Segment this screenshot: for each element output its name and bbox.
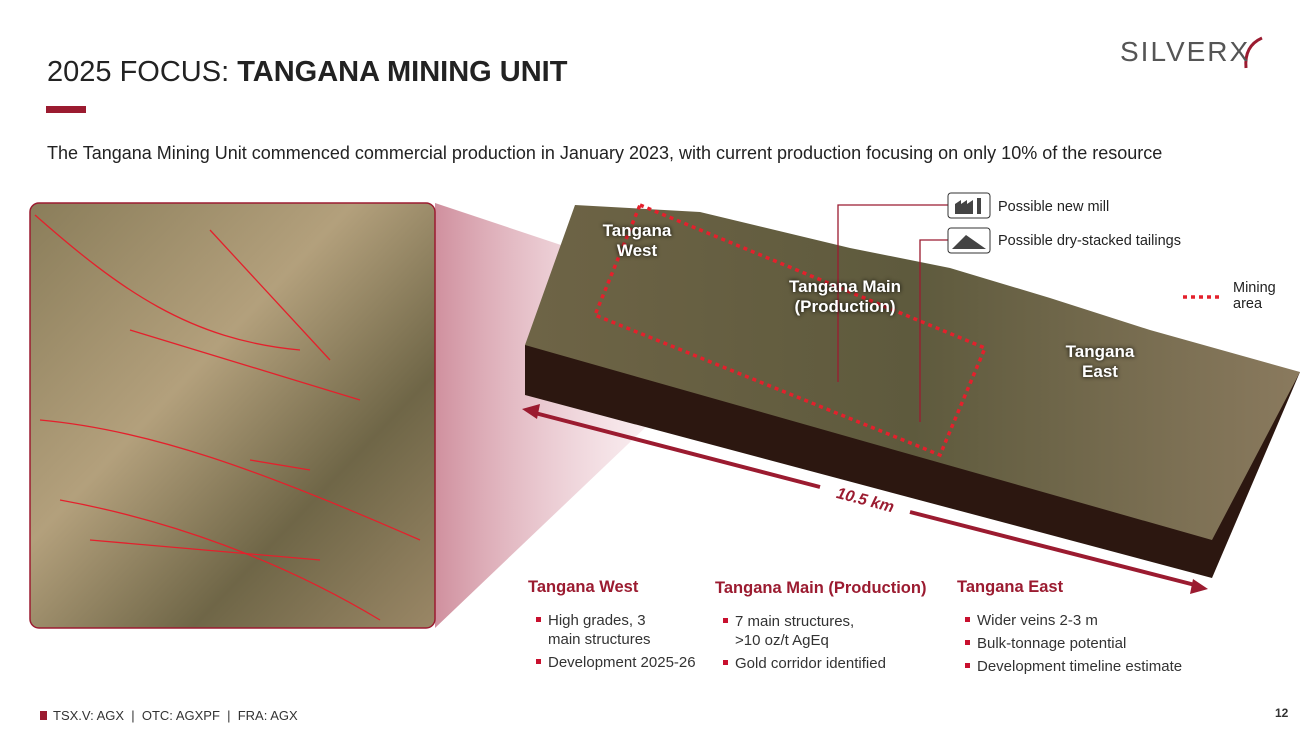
accent-bar <box>46 106 86 113</box>
map-label: Tangana Main (Production) <box>788 277 902 316</box>
mill-glyph <box>955 198 981 214</box>
section-title: Tangana West <box>528 578 639 596</box>
satellite-image <box>29 202 436 629</box>
arrow-head <box>1190 579 1208 594</box>
page-number: 12 <box>1275 706 1289 720</box>
section: Tangana West High grades, 3 main structu… <box>528 578 713 676</box>
bullet: Gold corridor identified <box>715 654 955 673</box>
bullet: Development timeline estimate <box>957 657 1217 676</box>
map-label: Tangana West <box>602 221 672 260</box>
title: 2025 FOCUS: TANGANA MINING UNIT <box>47 56 567 89</box>
bullet: Bulk-tonnage potential <box>957 634 1217 653</box>
section-title: Tangana East <box>957 578 1064 596</box>
section-title: Tangana Main (Production) <box>715 579 927 597</box>
tailings-glyph <box>952 235 986 249</box>
bullet: 7 main structures, >10 oz/t AgEq <box>715 612 870 650</box>
vein-lines <box>34 214 421 621</box>
callout: Possible new mill <box>998 199 1110 215</box>
distance-arrow <box>534 411 1196 587</box>
legend-label: Mining area <box>1233 280 1276 312</box>
leader-line <box>837 204 948 382</box>
section: Tangana East Wider veins 2-3 m Bulk-tonna… <box>957 578 1217 680</box>
mining-area-outline <box>592 202 988 458</box>
title-prefix: 2025 FOCUS: <box>47 56 230 88</box>
logo-mark <box>1244 36 1263 69</box>
subtitle: The Tangana Mining Unit commenced commer… <box>47 143 1163 163</box>
arrow-head <box>522 404 540 419</box>
terrain-top <box>525 205 1300 540</box>
footer-marker <box>40 711 47 720</box>
bullet: Development 2025-26 <box>528 653 713 672</box>
title-bold: TANGANA MINING UNIT <box>237 56 568 88</box>
bullet: Wider veins 2-3 m <box>957 611 1217 630</box>
section: Tangana Main (Production) 7 main structu… <box>715 579 955 677</box>
footer-tickers: TSX.V: AGX | OTC: AGXPF | FRA: AGX <box>53 708 298 723</box>
logo: SILVERX <box>1120 36 1251 67</box>
callout: Possible dry-stacked tailings <box>998 233 1181 249</box>
map-label: Tangana East <box>1065 342 1135 381</box>
bullet: High grades, 3 main structures <box>528 611 668 649</box>
leader-line <box>919 239 948 422</box>
